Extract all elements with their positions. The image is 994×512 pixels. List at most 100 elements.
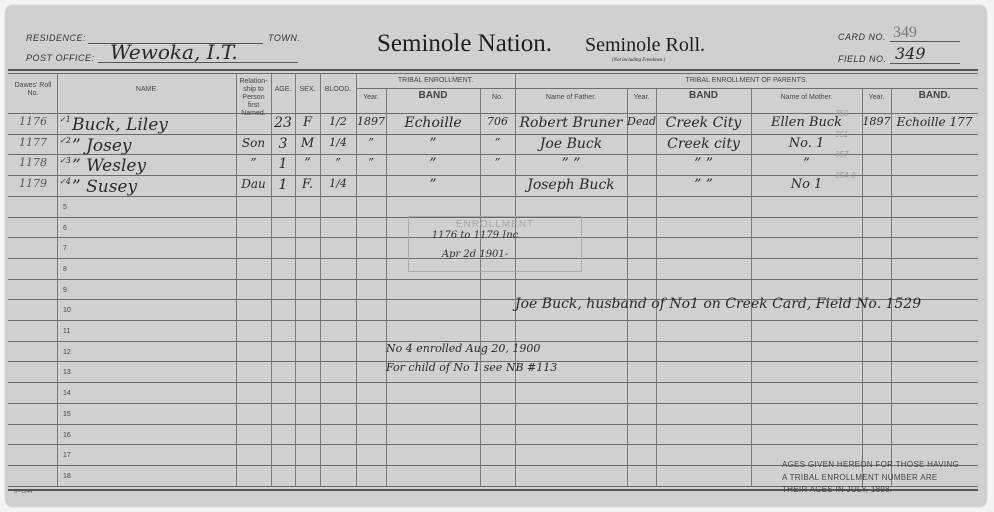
cell-num: ✓4 xyxy=(59,177,71,187)
row-number: 7 xyxy=(63,245,67,253)
rule-line xyxy=(8,464,978,466)
column-line xyxy=(751,88,752,486)
ages-note-line2: A TRIBAL ENROLLMENT NUMBER ARE xyxy=(782,472,938,482)
rule-line xyxy=(8,278,978,280)
cell-name: ” Susey xyxy=(72,177,138,198)
cell-age: 1 xyxy=(278,177,288,194)
rule-line xyxy=(8,320,978,321)
cell-name: ” Josey xyxy=(72,135,132,156)
husband-note: Joe Buck, husband of No1 on Creek Card, … xyxy=(515,296,922,312)
col-year: Year. xyxy=(363,94,379,101)
title-roll: Seminole Roll. xyxy=(585,34,705,56)
residence-label: RESIDENCE: xyxy=(26,33,87,43)
col-no: No. xyxy=(492,94,503,101)
cell-band: ” xyxy=(429,156,437,173)
post-office-value: Wewoka, I.T. xyxy=(110,40,238,64)
row-number: 13 xyxy=(63,369,71,377)
col-name: NAME. xyxy=(135,86,159,93)
cell-father: ” ” xyxy=(561,156,581,173)
cell-band: Echoille xyxy=(404,115,462,131)
column-line xyxy=(627,88,628,486)
cell-dawes: 1179 xyxy=(19,177,47,191)
card-no-value: 349 xyxy=(893,24,917,41)
ages-note: AGES GIVEN HEREON FOR THOSE HAVING A TRI… xyxy=(782,459,959,497)
row-number: 11 xyxy=(63,328,71,335)
rule-line xyxy=(8,340,978,342)
ages-note-line3: THEIR AGES IN JULY, 1898. xyxy=(782,485,893,494)
cell-blood: 1/4 xyxy=(329,177,347,191)
cell-no: 706 xyxy=(487,115,508,128)
column-line xyxy=(295,73,296,486)
form-number: 6—D/44 xyxy=(14,489,33,495)
cell-relation: ” xyxy=(250,156,257,171)
post-office-label: POST OFFICE: xyxy=(26,53,95,63)
cell-name: Buck, Liley xyxy=(72,115,168,135)
title-nation: Seminole Nation. xyxy=(377,30,552,57)
row-number: 10 xyxy=(63,307,71,315)
col-band: BAND xyxy=(418,90,448,101)
cell-blood: 1/4 xyxy=(329,135,347,149)
cell-mother: Ellen Buck xyxy=(770,115,843,130)
cell-band: ” xyxy=(429,177,437,194)
column-line xyxy=(862,88,863,486)
cell-sex: M xyxy=(300,135,315,151)
col-father-year: Year. xyxy=(633,94,650,101)
col-mother-band: BAND. xyxy=(918,90,951,101)
rule-line xyxy=(8,485,978,487)
cell-no: ” xyxy=(494,135,501,149)
rule-line xyxy=(8,257,978,259)
cell-num: ✓3 xyxy=(59,156,71,166)
pencil-number: 357 xyxy=(835,150,849,160)
rule-line xyxy=(8,237,978,239)
row-number: 15 xyxy=(63,410,71,418)
cell-mother: ” xyxy=(803,156,810,172)
col-relation: Relation-ship to Person first Named. xyxy=(239,78,268,117)
pencil-number: 351 xyxy=(835,129,849,139)
cell-sex: F xyxy=(302,115,313,130)
rule-line xyxy=(8,402,978,404)
card-no-label: CARD NO. xyxy=(838,32,887,42)
cell-dawes: 1177 xyxy=(19,135,47,149)
rule-line xyxy=(8,133,978,135)
cell-age: 1 xyxy=(278,156,288,173)
pencil-number: 354-3 xyxy=(835,171,856,181)
rule-line xyxy=(8,423,978,425)
cell-father-band: Creek City xyxy=(665,115,742,131)
cell-relation: Son xyxy=(241,135,266,150)
col-dawes: Dawes' Roll No. xyxy=(14,82,52,97)
rule-line xyxy=(8,382,978,384)
rule-line xyxy=(8,299,978,301)
cell-band: ” xyxy=(429,135,437,152)
rule-line xyxy=(8,113,978,114)
cell-mother: No 1 xyxy=(790,177,823,193)
cell-no: ” xyxy=(494,156,501,170)
row-number: 17 xyxy=(63,452,71,460)
cell-num: ✓1 xyxy=(59,115,71,124)
cell-father-band: Creek city xyxy=(667,135,740,152)
cell-father: Robert Bruner xyxy=(519,115,623,131)
stamp-line1: 1176 to 1179 Inc xyxy=(431,230,519,241)
cell-year: ” xyxy=(368,135,374,149)
cell-father-band: ” ” xyxy=(694,177,713,194)
column-line xyxy=(480,88,481,486)
cell-father: Joseph Buck xyxy=(527,177,615,194)
column-line xyxy=(271,73,272,486)
rule-line xyxy=(8,195,978,197)
rule-line xyxy=(8,216,978,218)
column-line xyxy=(236,73,237,486)
cell-year: 1897 xyxy=(357,115,385,128)
subtitle: (Not including Freedmen.) xyxy=(612,58,666,63)
pencil-number: 350 xyxy=(835,109,849,118)
cell-dawes: 1176 xyxy=(19,115,47,128)
cell-sex: ” xyxy=(304,156,311,172)
rule-line xyxy=(8,154,978,156)
cell-age: 3 xyxy=(278,135,288,152)
cell-dawes: 1178 xyxy=(19,156,47,170)
col-father-band: BAND xyxy=(689,90,718,101)
row-number: 9 xyxy=(63,286,67,294)
row-number: 16 xyxy=(63,431,71,439)
rule-line xyxy=(356,88,978,89)
ages-note-line1: AGES GIVEN HEREON FOR THOSE HAVING xyxy=(782,460,960,469)
col-mother: Name of Mother. xyxy=(780,94,833,101)
stamp-title: ENROLLMENT xyxy=(455,219,535,230)
